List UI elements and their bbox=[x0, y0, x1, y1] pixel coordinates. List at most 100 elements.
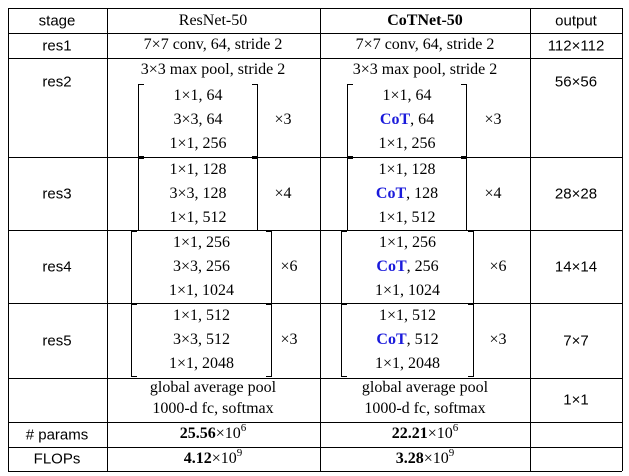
bracket-right bbox=[468, 304, 474, 377]
bold-part: CoT bbox=[379, 111, 411, 128]
column-rule bbox=[8, 8, 9, 471]
bold-part: CoT bbox=[376, 331, 407, 348]
bold-part: 3.28 bbox=[395, 450, 424, 467]
column-header: stage bbox=[38, 12, 76, 30]
output-size: 28×28 bbox=[554, 185, 598, 202]
column-rule bbox=[530, 8, 531, 471]
cell-line: 1000-d fc, softmax bbox=[152, 400, 274, 417]
cell-line: global average pool bbox=[361, 379, 489, 396]
bracket-right bbox=[252, 84, 258, 157]
output-size: 112×112 bbox=[547, 37, 605, 54]
block-line: 1×1, 2048 bbox=[374, 355, 441, 372]
exponent: 6 bbox=[240, 422, 247, 434]
stage-label: # params bbox=[25, 426, 89, 443]
block-line: CoT, 128 bbox=[376, 186, 438, 202]
repeat-count: ×3 bbox=[274, 111, 292, 128]
block-line: 1×1, 256 bbox=[378, 234, 437, 251]
text-part: , 256 bbox=[406, 258, 439, 275]
row-rule bbox=[8, 157, 622, 158]
repeat-count: ×6 bbox=[280, 258, 298, 275]
bracket-left bbox=[138, 84, 144, 157]
cell-line: 22.21×106 bbox=[391, 423, 459, 442]
block-line: 3×3, 512 bbox=[172, 331, 231, 348]
bold-part: CoT bbox=[375, 185, 407, 202]
bracket-left bbox=[347, 158, 353, 231]
cell-line: 3×3 max pool, stride 2 bbox=[352, 61, 498, 78]
row-rule bbox=[8, 447, 622, 448]
bracket-right bbox=[266, 231, 272, 304]
text-part: ×10 bbox=[427, 425, 453, 442]
bracket-right bbox=[468, 231, 474, 304]
block-line: 3×3, 64 bbox=[173, 111, 223, 128]
bold-part: CoT bbox=[376, 258, 407, 275]
block-line: 1×1, 128 bbox=[378, 161, 436, 178]
block-line: 1×1, 512 bbox=[378, 307, 437, 324]
bracket-left bbox=[341, 304, 347, 377]
block-line: CoT, 64 bbox=[380, 112, 434, 128]
block-line: 1×1, 512 bbox=[172, 307, 231, 324]
cell-line: 7×7 conv, 64, stride 2 bbox=[143, 36, 283, 53]
block-line: 1×1, 512 bbox=[169, 209, 227, 226]
bracket-right bbox=[252, 158, 258, 231]
bracket-left bbox=[347, 84, 353, 157]
bracket-left bbox=[131, 304, 137, 377]
exponent: 9 bbox=[448, 447, 455, 459]
text-part: ×10 bbox=[211, 450, 237, 467]
repeat-count: ×3 bbox=[484, 111, 502, 128]
block-line: CoT, 512 bbox=[376, 332, 438, 348]
bold-part: 25.56 bbox=[179, 425, 216, 442]
stage-label: res5 bbox=[42, 332, 72, 349]
row-rule bbox=[8, 230, 622, 231]
block-line: 1×1, 64 bbox=[382, 87, 432, 104]
cell-line: 3×3 max pool, stride 2 bbox=[140, 61, 286, 78]
text-part: , 64 bbox=[410, 111, 435, 128]
bracket-left bbox=[138, 158, 144, 231]
bold-part: 22.21 bbox=[391, 425, 428, 442]
output-size: 7×7 bbox=[563, 332, 589, 349]
block-line: 1×1, 1024 bbox=[374, 282, 441, 299]
text-part: ×10 bbox=[423, 450, 449, 467]
repeat-count: ×3 bbox=[489, 331, 507, 348]
stage-label: res2 bbox=[42, 73, 72, 91]
output-size: 14×14 bbox=[554, 258, 598, 275]
column-header: ResNet-50 bbox=[178, 12, 248, 29]
stage-label: res4 bbox=[42, 258, 72, 275]
block-line: 1×1, 256 bbox=[172, 234, 231, 251]
repeat-count: ×4 bbox=[484, 185, 502, 202]
text-part: , 512 bbox=[406, 331, 439, 348]
bracket-right bbox=[461, 158, 467, 231]
bracket-right bbox=[461, 84, 467, 157]
column-rule bbox=[622, 8, 623, 471]
output-size: 56×56 bbox=[554, 73, 598, 91]
text-part: ×10 bbox=[215, 425, 241, 442]
text-part: , 128 bbox=[406, 185, 439, 202]
column-rule bbox=[320, 8, 321, 471]
exponent: 9 bbox=[236, 447, 243, 459]
repeat-count: ×4 bbox=[274, 185, 292, 202]
block-line: 1×1, 256 bbox=[169, 135, 227, 152]
table-border-top bbox=[8, 8, 622, 9]
block-line: CoT, 256 bbox=[376, 259, 438, 275]
cell-line: 4.12×109 bbox=[184, 448, 243, 467]
block-line: 3×3, 128 bbox=[169, 185, 227, 202]
block-line: 3×3, 256 bbox=[172, 258, 231, 275]
bracket-right bbox=[266, 304, 272, 377]
row-rule bbox=[8, 303, 622, 304]
row-rule bbox=[8, 471, 622, 472]
column-header: CoTNet-50 bbox=[387, 12, 463, 29]
block-line: 1×1, 256 bbox=[378, 135, 436, 152]
block-line: 1×1, 2048 bbox=[168, 355, 235, 372]
row-rule bbox=[8, 378, 622, 379]
cell-line: 1000-d fc, softmax bbox=[364, 400, 486, 417]
exponent: 6 bbox=[452, 422, 459, 434]
cell-line: 3.28×109 bbox=[395, 448, 455, 467]
stage-label: FLOPs bbox=[33, 450, 81, 468]
cell-line: global average pool bbox=[149, 379, 277, 396]
block-line: 1×1, 512 bbox=[378, 209, 436, 226]
stage-label: res3 bbox=[42, 185, 72, 202]
block-line: 1×1, 1024 bbox=[168, 282, 235, 299]
block-line: 1×1, 64 bbox=[173, 87, 223, 104]
stage-label: res1 bbox=[42, 37, 72, 54]
header-rule bbox=[8, 33, 622, 34]
